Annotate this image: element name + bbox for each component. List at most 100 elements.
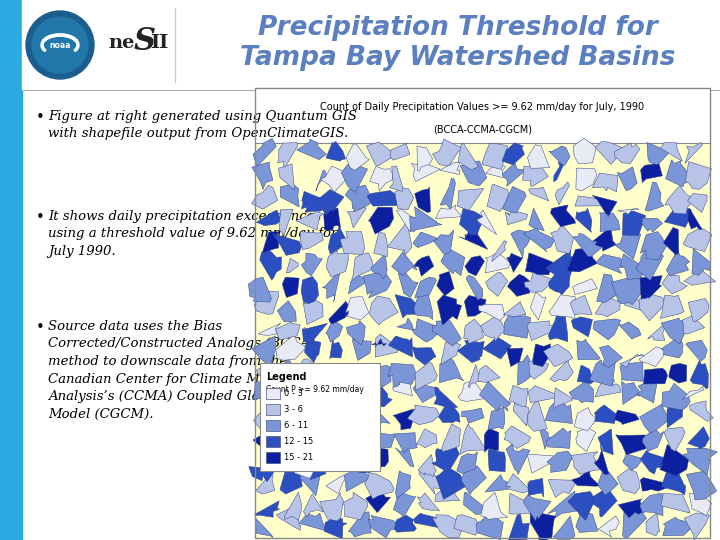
Polygon shape [550,361,573,382]
Text: Count P >= 9.62 mm/day: Count P >= 9.62 mm/day [266,385,364,394]
Polygon shape [622,295,647,312]
Polygon shape [524,272,555,292]
Polygon shape [303,294,323,325]
Polygon shape [397,210,420,232]
Polygon shape [341,163,368,193]
Polygon shape [256,518,273,538]
Polygon shape [276,509,301,530]
Polygon shape [417,146,433,171]
Polygon shape [523,160,549,187]
Polygon shape [510,230,531,257]
Polygon shape [388,336,413,357]
Polygon shape [639,293,665,321]
Polygon shape [323,365,347,389]
Polygon shape [621,381,640,404]
Polygon shape [616,435,646,455]
Polygon shape [397,318,414,330]
Polygon shape [504,426,531,448]
Polygon shape [478,365,500,382]
Polygon shape [663,227,679,255]
Polygon shape [527,454,556,473]
Polygon shape [487,184,508,212]
Polygon shape [279,383,304,410]
Polygon shape [398,271,418,298]
Polygon shape [326,141,346,161]
Text: Precipitation Threshold for: Precipitation Threshold for [258,15,657,41]
Text: ne: ne [108,34,135,52]
Polygon shape [623,511,647,539]
Polygon shape [576,511,598,532]
Bar [260,363,380,471]
Polygon shape [344,464,372,491]
Polygon shape [662,383,690,410]
Bar [266,452,280,463]
Polygon shape [258,323,280,335]
Polygon shape [253,138,276,167]
Polygon shape [528,478,544,497]
Polygon shape [418,493,439,511]
Polygon shape [321,430,343,450]
Polygon shape [394,433,417,453]
Polygon shape [343,492,368,520]
Polygon shape [344,426,370,449]
Polygon shape [328,226,346,254]
Polygon shape [346,185,373,211]
Polygon shape [262,232,279,253]
Polygon shape [295,402,318,416]
Polygon shape [642,218,662,232]
Polygon shape [369,166,392,191]
Polygon shape [518,355,536,386]
Polygon shape [620,254,646,280]
Polygon shape [353,338,372,361]
Polygon shape [275,428,304,448]
Polygon shape [287,258,299,273]
Polygon shape [547,451,572,472]
Polygon shape [346,449,369,472]
Polygon shape [467,275,483,300]
Polygon shape [507,347,523,367]
Polygon shape [248,467,276,482]
Polygon shape [276,404,308,435]
Polygon shape [367,191,397,206]
Polygon shape [615,410,639,424]
Polygon shape [478,305,505,320]
Polygon shape [598,516,619,537]
Polygon shape [551,225,574,254]
Polygon shape [595,141,624,164]
Polygon shape [665,186,695,214]
Polygon shape [618,208,639,214]
Polygon shape [596,254,623,274]
Polygon shape [318,406,348,434]
Polygon shape [341,366,368,384]
Polygon shape [320,455,348,471]
Polygon shape [330,339,342,359]
Polygon shape [256,472,275,494]
Polygon shape [415,277,436,298]
Polygon shape [554,162,564,182]
Polygon shape [329,301,351,324]
Polygon shape [457,188,484,211]
Polygon shape [277,301,296,322]
Circle shape [32,17,88,73]
Polygon shape [642,429,664,451]
Polygon shape [667,406,683,428]
Polygon shape [483,337,511,359]
Polygon shape [300,232,323,250]
Polygon shape [509,493,532,514]
Polygon shape [390,143,410,160]
Polygon shape [575,196,605,206]
Bar [266,388,280,399]
Polygon shape [685,143,703,163]
Polygon shape [619,322,641,339]
Bar [266,420,280,431]
Polygon shape [317,190,344,215]
Text: 12 - 15: 12 - 15 [284,437,313,446]
Polygon shape [347,207,366,228]
Polygon shape [620,362,643,381]
Polygon shape [458,381,486,401]
Polygon shape [375,334,398,357]
Polygon shape [434,387,458,408]
Polygon shape [648,322,667,340]
Polygon shape [662,340,683,358]
Bar [266,404,280,415]
